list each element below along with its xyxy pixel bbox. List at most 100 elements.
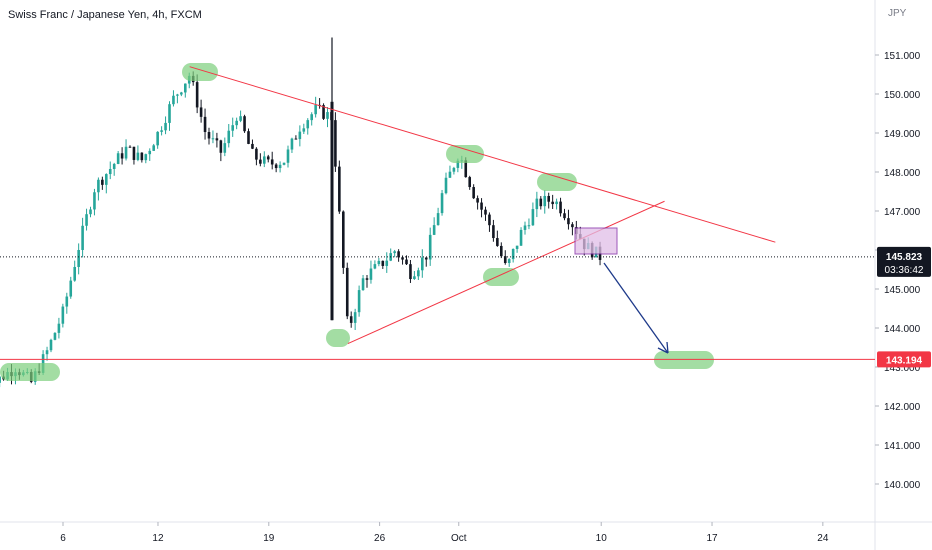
- candle-body: [247, 131, 250, 144]
- highlight-zone: [182, 63, 218, 81]
- candle-body: [49, 339, 53, 351]
- y-tick-label: 151.000: [884, 51, 921, 62]
- candle-body: [476, 198, 479, 203]
- candle-body: [393, 251, 396, 254]
- candle-body: [219, 140, 223, 153]
- y-tick-label: 144.000: [884, 324, 921, 335]
- y-tick-label: 148.000: [884, 168, 921, 179]
- candle-body: [93, 192, 96, 210]
- candles: [0, 37, 602, 388]
- chart-drawings: [0, 63, 875, 381]
- candle-body: [203, 116, 207, 133]
- candle-body: [464, 160, 468, 178]
- candle-body: [361, 278, 365, 291]
- currency-label: JPY: [888, 8, 907, 19]
- highlight-zone: [483, 268, 519, 286]
- projection-arrow-line: [603, 262, 669, 354]
- candle-body: [432, 225, 436, 235]
- candle-body: [180, 92, 183, 95]
- y-tick-label: 149.000: [884, 129, 921, 140]
- highlight-zone: [654, 351, 714, 369]
- candle-body: [322, 105, 325, 119]
- candle-body: [227, 130, 231, 144]
- candle-body: [77, 249, 80, 267]
- candle-body: [65, 296, 69, 307]
- candle-body: [417, 270, 420, 277]
- candle-body: [535, 198, 539, 210]
- y-tick-label: 143.000: [884, 363, 921, 374]
- candle-body: [57, 323, 61, 333]
- candle-body: [397, 251, 400, 258]
- candle-body: [555, 201, 558, 205]
- candle-body: [195, 82, 199, 108]
- candle-body: [278, 164, 282, 169]
- candle-body: [488, 214, 491, 226]
- candle-body: [266, 156, 270, 160]
- candle-body: [334, 120, 337, 167]
- candle-body: [97, 179, 100, 193]
- candle-body: [424, 257, 428, 260]
- candle-body: [160, 130, 163, 132]
- candle-body: [207, 132, 211, 139]
- candle-body: [448, 171, 452, 178]
- candle-body: [89, 209, 92, 215]
- chart-title: Swiss Franc / Japanese Yen, 4h, FXCM: [8, 9, 202, 21]
- candle-body: [527, 225, 531, 227]
- candle-body: [120, 153, 124, 159]
- x-tick-label: 19: [263, 533, 275, 544]
- spike-candle-body: [330, 101, 334, 321]
- candle-body: [413, 276, 416, 280]
- candle-body: [81, 225, 84, 250]
- candle-body: [69, 280, 73, 297]
- y-tick-label: 145.000: [884, 285, 921, 296]
- highlight-zone: [326, 329, 350, 347]
- level-price-badge: [877, 351, 931, 368]
- candle-body: [164, 122, 167, 131]
- candle-body: [61, 306, 65, 324]
- candle-body: [101, 179, 104, 185]
- level-price-value: 143.194: [886, 355, 923, 366]
- candle-body: [259, 159, 262, 164]
- candle-body: [136, 152, 140, 160]
- candle-body: [567, 218, 570, 225]
- resistance-trendline: [189, 66, 776, 243]
- candle-body: [523, 225, 527, 230]
- candle-body: [140, 152, 144, 161]
- candle-body: [511, 248, 515, 260]
- candle-body: [440, 193, 444, 214]
- candle-body: [326, 112, 329, 119]
- candle-body: [551, 201, 554, 205]
- candle-body: [172, 95, 175, 105]
- candle-body: [500, 245, 503, 257]
- candle-body: [215, 138, 219, 141]
- candle-body: [563, 213, 566, 219]
- candle-body: [274, 164, 278, 169]
- candle-body: [128, 146, 132, 148]
- candle-body: [539, 198, 543, 207]
- time-axis: 6 12 19 26 Oct 10 17 24: [60, 522, 829, 544]
- candle-body: [144, 154, 148, 161]
- candle-body: [263, 156, 266, 164]
- candle-body: [45, 350, 49, 355]
- candle-body: [255, 148, 258, 160]
- current-price-value: 145.823: [886, 252, 923, 263]
- candle-body: [243, 116, 246, 132]
- support-trendline: [347, 200, 665, 345]
- candle-body: [116, 153, 120, 164]
- candle-body: [282, 162, 286, 165]
- x-tick-label: 12: [152, 533, 164, 544]
- candle-body: [369, 268, 373, 280]
- candle-body: [231, 125, 234, 131]
- countdown-value: 03:36:42: [885, 265, 924, 276]
- candle-body: [108, 168, 112, 175]
- candle-body: [405, 259, 408, 265]
- candle-body: [184, 83, 187, 93]
- candle-body: [152, 145, 155, 151]
- highlight-zone: [537, 173, 577, 191]
- price-badges: 145.823 03:36:42 143.194: [877, 246, 931, 368]
- candle-body: [436, 213, 440, 226]
- candle-body: [286, 149, 290, 163]
- candle-body: [547, 195, 550, 202]
